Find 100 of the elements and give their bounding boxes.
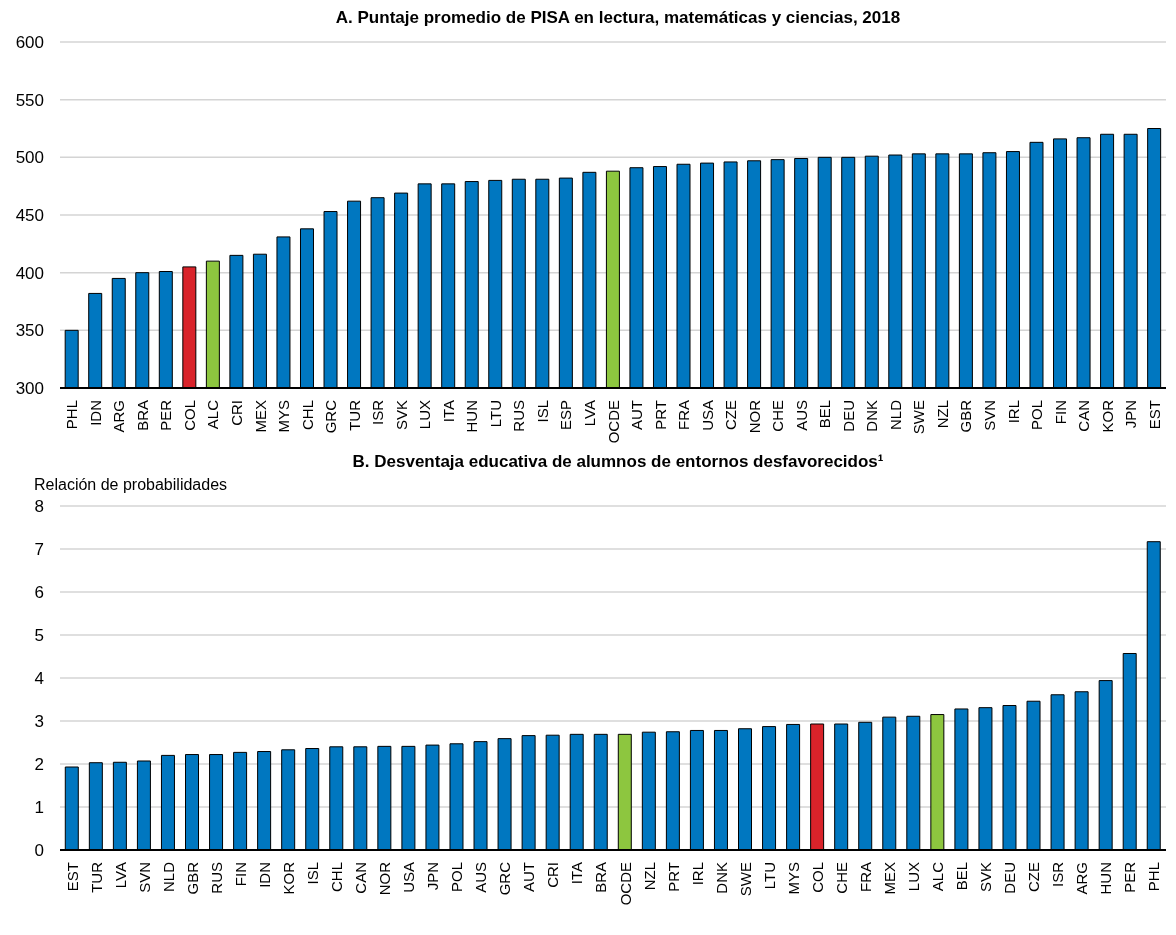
x-tick-label: GBR xyxy=(183,861,201,895)
x-tick-label: LVA xyxy=(580,400,598,427)
x-tick-label: ITA xyxy=(439,400,457,423)
x-tick-label: ARG xyxy=(110,400,128,433)
chart-title: B. Desventaja educativa de alumnos de entornos desfavorecidos¹ xyxy=(351,452,885,473)
y-tick-label: 5 xyxy=(34,626,44,646)
x-tick-label: ALC xyxy=(204,399,222,430)
x-tick-label: PRT xyxy=(651,400,669,430)
x-tick-label: PER xyxy=(157,399,175,431)
x-tick-label: FRA xyxy=(856,862,874,892)
x-tick-label: IDN xyxy=(255,862,273,888)
x-tick-label: POL xyxy=(1028,400,1046,431)
x-tick-label: KOR xyxy=(1098,399,1116,433)
x-tick-label: JPN xyxy=(424,862,442,891)
y-tick-label: 550 xyxy=(15,90,44,110)
x-tick-label: CAN xyxy=(1075,400,1093,432)
y-tick-label: 300 xyxy=(15,379,44,399)
x-tick-label: TUR xyxy=(87,861,105,893)
x-tick-label: DNK xyxy=(712,862,730,894)
x-tick-label: MEX xyxy=(251,400,269,433)
x-tick-label: BEL xyxy=(816,400,834,429)
x-tick-label: HUN xyxy=(1097,862,1115,895)
x-tick-label: CRI xyxy=(544,862,562,888)
y-tick-label: 8 xyxy=(34,497,44,517)
x-tick-label: ITA xyxy=(568,862,586,885)
x-tick-label: CRI xyxy=(227,400,245,426)
x-tick-label: CHE xyxy=(832,862,850,894)
x-tick-label: COL xyxy=(180,400,198,431)
x-tick-label: SWE xyxy=(910,400,928,435)
x-tick-label: ISR xyxy=(369,399,387,426)
x-tick-label: AUT xyxy=(628,400,646,430)
x-tick-label: CHL xyxy=(298,400,316,431)
x-tick-label: CZE xyxy=(722,400,740,430)
x-tick-label: IDN xyxy=(86,400,104,426)
x-tick-label: NZL xyxy=(933,400,951,429)
x-tick-label: FIN xyxy=(1051,400,1069,425)
x-tick-label: PER xyxy=(1121,861,1139,893)
x-tick-label: LUX xyxy=(905,862,923,892)
x-tick-label: DEU xyxy=(839,400,857,432)
x-tick-label: USA xyxy=(400,862,418,893)
x-tick-label: AUS xyxy=(792,400,810,431)
x-tick-label: SVN xyxy=(135,862,153,893)
x-tick-label: ALC xyxy=(929,861,947,892)
x-tick-label: NLD xyxy=(886,399,904,431)
chart-title: A. Puntaje promedio de PISA en lectura, matemáticas y ciencias, 2018 xyxy=(334,8,902,29)
x-tick-label: BRA xyxy=(133,400,151,431)
x-tick-label: OCDE xyxy=(616,862,634,906)
x-tick-label: LTU xyxy=(486,400,504,428)
x-tick-label: FRA xyxy=(675,400,693,430)
x-tick-label: CAN xyxy=(352,862,370,894)
x-tick-label: SVK xyxy=(392,400,410,431)
x-tick-label: ISR xyxy=(1049,861,1067,888)
x-tick-label: ISL xyxy=(533,400,551,423)
y-tick-label: 0 xyxy=(34,841,44,861)
x-tick-label: SVK xyxy=(977,862,995,893)
x-tick-label: PHL xyxy=(63,400,81,430)
x-tick-label: IRL xyxy=(1004,400,1022,424)
x-tick-label: ESP xyxy=(557,400,575,431)
x-tick-label: RUS xyxy=(207,862,225,894)
x-tick-label: PHL xyxy=(1145,862,1163,892)
x-tick-label: CZE xyxy=(1025,862,1043,892)
x-tick-label: MYS xyxy=(275,400,293,433)
x-tick-label: MYS xyxy=(784,862,802,895)
y-tick-label: 400 xyxy=(15,263,44,283)
x-tick-label: POL xyxy=(448,862,466,893)
y-tick-label: 1 xyxy=(34,798,44,818)
x-tick-label: NOR xyxy=(745,399,763,434)
x-tick-label: KOR xyxy=(279,861,297,895)
x-tick-label: PRT xyxy=(664,862,682,892)
x-tick-label: AUS xyxy=(472,862,490,893)
y-tick-label: 2 xyxy=(34,755,44,775)
x-tick-label: FIN xyxy=(231,862,249,887)
y-tick-label: 7 xyxy=(34,540,44,560)
y-tick-label: 6 xyxy=(34,583,44,603)
x-tick-label: COL xyxy=(808,862,826,893)
x-tick-label: LTU xyxy=(760,862,778,890)
x-tick-label: DNK xyxy=(863,400,881,432)
x-tick-label: GBR xyxy=(957,399,975,433)
y-tick-label: 3 xyxy=(34,712,44,732)
y-tick-label: 350 xyxy=(15,321,44,341)
x-tick-label: NOR xyxy=(376,861,394,896)
y-axis-title: Relación de probabilidades xyxy=(33,476,229,495)
x-tick-label: MEX xyxy=(881,862,898,895)
x-tick-label: JPN xyxy=(1122,400,1140,429)
x-tick-label: NZL xyxy=(640,862,658,891)
x-tick-label: IRL xyxy=(688,862,706,886)
y-tick-label: 500 xyxy=(15,148,44,168)
x-tick-label: AUT xyxy=(520,862,538,892)
y-tick-label: 4 xyxy=(34,669,44,689)
x-tick-label: USA xyxy=(698,400,716,431)
x-tick-label: GRC xyxy=(496,861,514,896)
x-tick-label: DEU xyxy=(1001,862,1019,894)
x-tick-label: CHL xyxy=(328,862,345,893)
x-tick-label: BRA xyxy=(592,862,610,893)
x-tick-label: EST xyxy=(1145,400,1163,430)
y-tick-label: 450 xyxy=(15,206,44,226)
x-tick-label: LUX xyxy=(416,400,434,430)
x-tick-label: BEL xyxy=(953,862,971,891)
x-tick-label: OCDE xyxy=(604,400,622,444)
y-tick-label: 600 xyxy=(15,33,44,53)
